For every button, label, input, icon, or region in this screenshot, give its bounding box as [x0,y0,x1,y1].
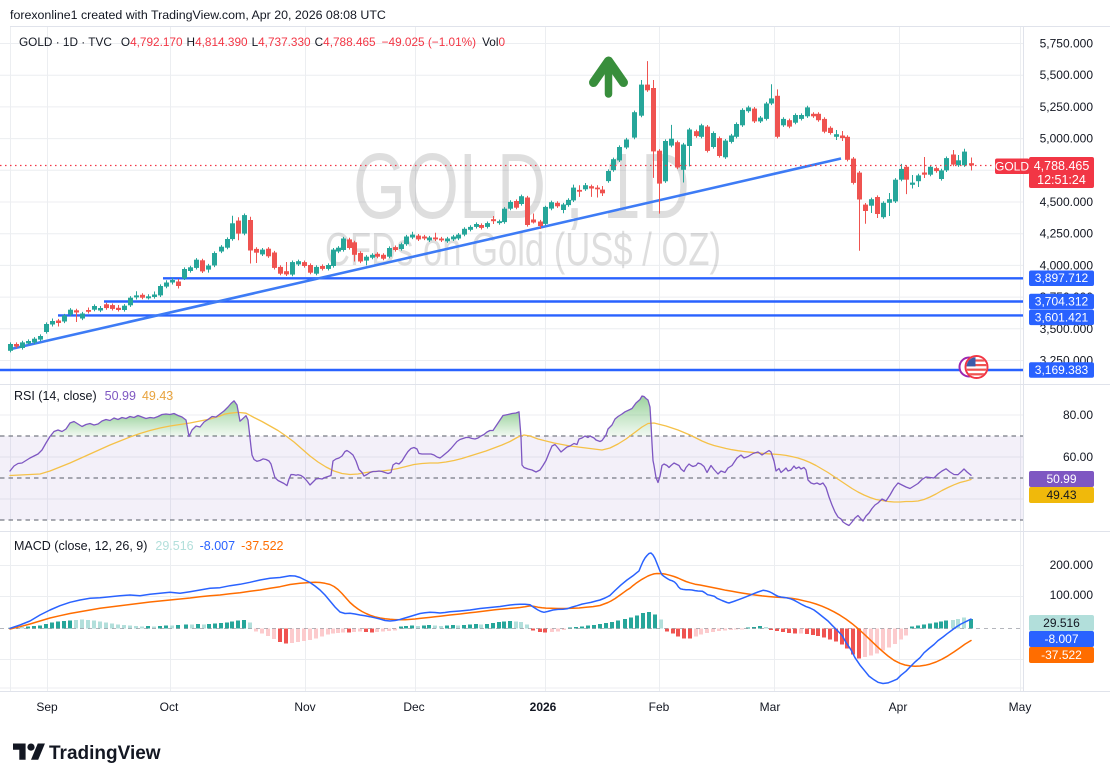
svg-text:3,704.312: 3,704.312 [1035,295,1089,309]
svg-text:Dec: Dec [403,700,424,714]
svg-text:4,788.465: 4,788.465 [1034,159,1090,173]
svg-text:4,250.000: 4,250.000 [1040,227,1094,241]
svg-text:3,500.000: 3,500.000 [1040,322,1094,336]
svg-text:5,250.000: 5,250.000 [1040,100,1094,114]
svg-text:5,500.000: 5,500.000 [1040,68,1094,82]
svg-text:80.00: 80.00 [1063,408,1093,422]
svg-text:2026: 2026 [530,700,557,714]
svg-text:100.000: 100.000 [1050,588,1094,602]
svg-text:3,897.712: 3,897.712 [1035,271,1089,285]
svg-text:49.43: 49.43 [1046,488,1076,502]
svg-text:60.00: 60.00 [1063,450,1093,464]
svg-text:forexonline1 created with Trad: forexonline1 created with TradingView.co… [10,8,386,22]
svg-text:Nov: Nov [294,700,315,714]
svg-text:GOLD , 1D: GOLD , 1D [353,134,690,238]
svg-text:-8.007: -8.007 [1044,632,1078,646]
svg-text:Oct: Oct [160,700,179,714]
svg-text:-37.522: -37.522 [1041,648,1082,662]
svg-text:3,169.383: 3,169.383 [1035,363,1089,377]
svg-text:Feb: Feb [649,700,670,714]
svg-text:4,500.000: 4,500.000 [1040,195,1094,209]
svg-text:3,601.421: 3,601.421 [1035,310,1089,324]
svg-text:200.000: 200.000 [1050,558,1094,572]
svg-text:5,000.000: 5,000.000 [1040,132,1094,146]
svg-text:29.516: 29.516 [1043,616,1080,630]
svg-text:Mar: Mar [760,700,781,714]
svg-text:4,000.000: 4,000.000 [1040,258,1094,272]
svg-text:50.99: 50.99 [1046,472,1076,486]
svg-text:5,750.000: 5,750.000 [1040,37,1094,51]
svg-text:Sep: Sep [36,700,58,714]
svg-text:TradingView: TradingView [49,743,161,764]
svg-text:May: May [1009,700,1032,714]
svg-text:GOLD: GOLD [995,160,1029,174]
svg-text:12:51:24: 12:51:24 [1037,173,1086,187]
svg-text:Apr: Apr [889,700,908,714]
